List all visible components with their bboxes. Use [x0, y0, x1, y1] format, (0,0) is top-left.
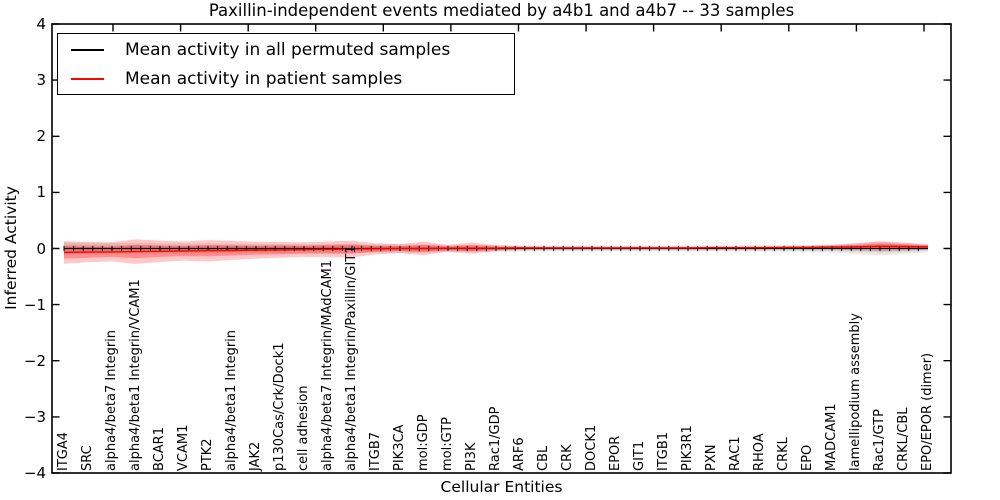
x-tick-label: SRC: [80, 445, 95, 471]
x-tick-label: alpha4/beta1 Integrin/VCAM1: [128, 279, 143, 471]
axis-ticks: [52, 23, 951, 474]
x-tick-label: PIK3CA: [392, 424, 407, 471]
x-tick-label: EPO: [800, 444, 815, 471]
y-tick-label: −3: [23, 407, 46, 426]
legend-item-permuted: Mean activity in all permuted samples: [58, 35, 514, 64]
x-tick-label: ITGA4: [56, 431, 71, 471]
y-tick-label: −1: [23, 295, 46, 314]
x-tick-label: DOCK1: [584, 424, 599, 471]
x-tick-label: BCAR1: [152, 427, 167, 471]
permuted-line-swatch: [71, 48, 104, 51]
x-tick-label: alpha4/beta7 Integrin: [104, 329, 119, 471]
x-tick-label: alpha4/beta1 Integrin/Paxillin/GIT1: [344, 245, 359, 471]
y-tick-label: 0: [36, 239, 46, 258]
x-tick-label: alpha4/beta7 Integrin/MAdCAM1: [320, 260, 335, 471]
legend-item-patient: Mean activity in patient samples: [58, 64, 514, 93]
x-tick-label: CBL: [536, 445, 551, 471]
x-tick-label: CRKL/CBL: [896, 407, 911, 472]
x-tick-label: RAC1: [728, 436, 743, 471]
x-tick-label: ITGB7: [368, 431, 383, 471]
x-tick-label: VCAM1: [176, 424, 191, 471]
x-tick-label: mol:GTP: [440, 417, 455, 471]
x-tick-label: ARF6: [512, 437, 527, 471]
y-tick-label: 1: [36, 183, 46, 202]
chart-title: Paxillin-independent events mediated by …: [208, 1, 795, 20]
x-tick-label: JAK2: [248, 441, 263, 471]
x-tick-label: mol:GDP: [416, 414, 431, 471]
x-tick-label: EPO/EPOR (dimer): [920, 352, 935, 471]
x-tick-label: PIK3R1: [680, 425, 695, 471]
y-tick-label: −2: [23, 351, 46, 370]
x-tick-label: MADCAM1: [824, 403, 839, 471]
x-tick-label: EPOR: [608, 435, 623, 471]
y-tick-label: −4: [23, 463, 46, 482]
y-tick-label: 3: [36, 71, 46, 90]
x-tick-label: lamellipodium assembly: [848, 313, 863, 471]
patient-mean-line: [63, 245, 929, 254]
legend-label-patient: Mean activity in patient samples: [125, 68, 403, 89]
x-tick-label: Rac1/GTP: [872, 409, 887, 471]
x-tick-label: ITGB1: [656, 431, 671, 471]
x-tick-label: CRKL: [776, 437, 791, 471]
x-tick-label: cell adhesion: [296, 385, 311, 471]
x-tick-label: p130Cas/Crk/Dock1: [272, 342, 287, 471]
x-tick-label: PI3K: [464, 442, 479, 471]
x-axis-label: Cellular Entities: [440, 478, 563, 496]
x-tick-label: PXN: [704, 444, 719, 471]
legend-label-permuted: Mean activity in all permuted samples: [125, 39, 451, 60]
x-tick-label: GIT1: [632, 440, 647, 471]
legend: Mean activity in all permuted samples Me…: [57, 33, 515, 95]
y-tick-label: 2: [36, 127, 46, 146]
x-tick-label: alpha4/beta1 Integrin: [224, 329, 239, 471]
x-tick-label: CRK: [560, 444, 575, 471]
y-tick-label: 4: [36, 15, 46, 34]
band-patient-samples-spread-outer: [64, 239, 928, 264]
x-tick-label: PTK2: [200, 438, 215, 471]
x-tick-label: Rac1/GDP: [488, 406, 503, 471]
x-tick-label: RHOA: [752, 433, 767, 471]
patient-line-swatch: [71, 77, 104, 80]
